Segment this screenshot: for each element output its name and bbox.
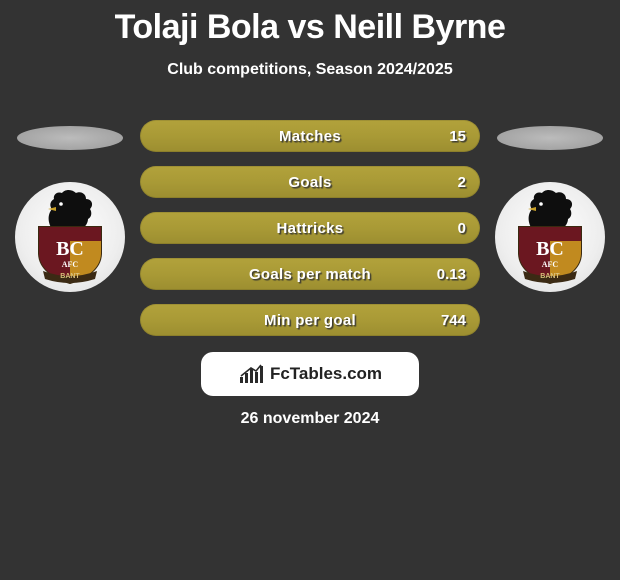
stat-value: 15	[449, 128, 466, 145]
svg-text:BANT: BANT	[540, 273, 560, 280]
stat-row-goals: Goals 2	[140, 166, 480, 198]
player1-photo-placeholder	[17, 126, 123, 150]
stat-value: 744	[441, 312, 466, 329]
player2-column: BC AFC BANT	[490, 126, 610, 292]
stat-label: Goals per match	[140, 266, 480, 283]
stat-row-goals-per-match: Goals per match 0.13	[140, 258, 480, 290]
stat-label: Min per goal	[140, 312, 480, 329]
player2-photo-placeholder	[497, 126, 603, 150]
svg-text:BC: BC	[536, 238, 564, 260]
stat-label: Goals	[140, 174, 480, 191]
stat-label: Hattricks	[140, 220, 480, 237]
stat-row-min-per-goal: Min per goal 744	[140, 304, 480, 336]
stat-value: 0.13	[437, 266, 466, 283]
shield-icon: BC AFC BANT	[35, 223, 105, 285]
comparison-date: 26 november 2024	[0, 410, 620, 428]
stat-row-hattricks: Hattricks 0	[140, 212, 480, 244]
stats-panel: Matches 15 Goals 2 Hattricks 0 Goals per…	[140, 120, 480, 336]
bar-chart-icon	[238, 363, 264, 385]
player1-club-badge: BC AFC BANT	[15, 182, 125, 292]
svg-text:BC: BC	[56, 238, 84, 260]
stat-label: Matches	[140, 128, 480, 145]
page-title: Tolaji Bola vs Neill Byrne	[0, 0, 620, 47]
fctables-logo[interactable]: FcTables.com	[201, 352, 419, 396]
page-subtitle: Club competitions, Season 2024/2025	[0, 61, 620, 79]
svg-text:AFC: AFC	[542, 260, 559, 269]
logo-text: FcTables.com	[270, 364, 382, 384]
player2-club-badge: BC AFC BANT	[495, 182, 605, 292]
stat-value: 0	[458, 220, 466, 237]
player1-column: BC AFC BANT	[10, 126, 130, 292]
svg-text:BANT: BANT	[60, 273, 80, 280]
stat-row-matches: Matches 15	[140, 120, 480, 152]
shield-icon: BC AFC BANT	[515, 223, 585, 285]
stat-value: 2	[458, 174, 466, 191]
svg-text:AFC: AFC	[62, 260, 79, 269]
